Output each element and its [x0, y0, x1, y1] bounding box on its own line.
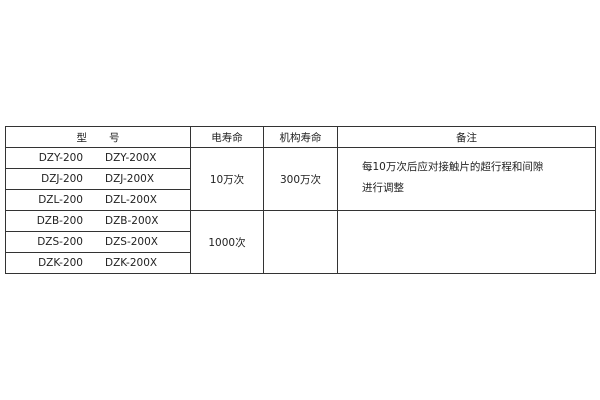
header-row: 型号 电寿命 机构寿命 备注 — [5, 126, 596, 148]
header-mechanical-life: 机构寿命 — [263, 126, 338, 148]
model-b: DZB-200X — [105, 215, 159, 227]
remarks-line: 进行调整 — [362, 182, 404, 194]
table-row: DZY-200 DZY-200X 10万次 300万次 每10万次后应对接触片的超… — [5, 147, 596, 211]
header-model-char-2: 号 — [109, 131, 120, 144]
model-cell: DZK-200 DZK-200X — [5, 252, 191, 274]
header-model-char-1: 型 — [76, 131, 88, 144]
remarks-line: 每10万次后应对接触片的超行程和间隙 — [362, 161, 544, 173]
model-b: DZL-200X — [105, 194, 157, 206]
model-b: DZS-200X — [105, 236, 158, 248]
mechanical-life-cell — [263, 210, 338, 274]
model-a: DZJ-200 — [41, 173, 83, 185]
model-a: DZY-200 — [38, 152, 83, 164]
electrical-life-cell: 1000次 — [190, 210, 264, 274]
model-cell: DZJ-200 DZJ-200X — [5, 168, 191, 190]
model-a: DZB-200 — [36, 215, 83, 227]
specification-table: 型号 电寿命 机构寿命 备注 DZY-200 DZY-200X 10万次 300万… — [5, 126, 596, 274]
model-b: DZY-200X — [105, 152, 157, 164]
model-b: DZJ-200X — [105, 173, 155, 185]
header-model: 型号 — [5, 126, 191, 148]
model-cell: DZL-200 DZL-200X — [5, 189, 191, 211]
electrical-life-cell: 10万次 — [190, 147, 264, 211]
table-row: DZK-200 DZK-200X — [5, 252, 596, 274]
remarks-cell: 每10万次后应对接触片的超行程和间隙 进行调整 — [337, 147, 596, 211]
model-a: DZK-200 — [38, 257, 83, 269]
mechanical-life-cell: 300万次 — [263, 147, 338, 211]
model-a: DZL-200 — [38, 194, 83, 206]
table-row: DZL-200 DZL-200X — [5, 189, 596, 211]
header-remarks: 备注 — [337, 126, 596, 148]
model-cell: DZS-200 DZS-200X — [5, 231, 191, 253]
model-cell: DZB-200 DZB-200X — [5, 210, 191, 232]
table-row: DZB-200 DZB-200X 1000次 — [5, 210, 596, 274]
header-electrical-life: 电寿命 — [190, 126, 264, 148]
model-b: DZK-200X — [105, 257, 158, 269]
model-cell: DZY-200 DZY-200X — [5, 147, 191, 169]
model-a: DZS-200 — [37, 236, 83, 248]
remarks-cell — [337, 210, 596, 274]
